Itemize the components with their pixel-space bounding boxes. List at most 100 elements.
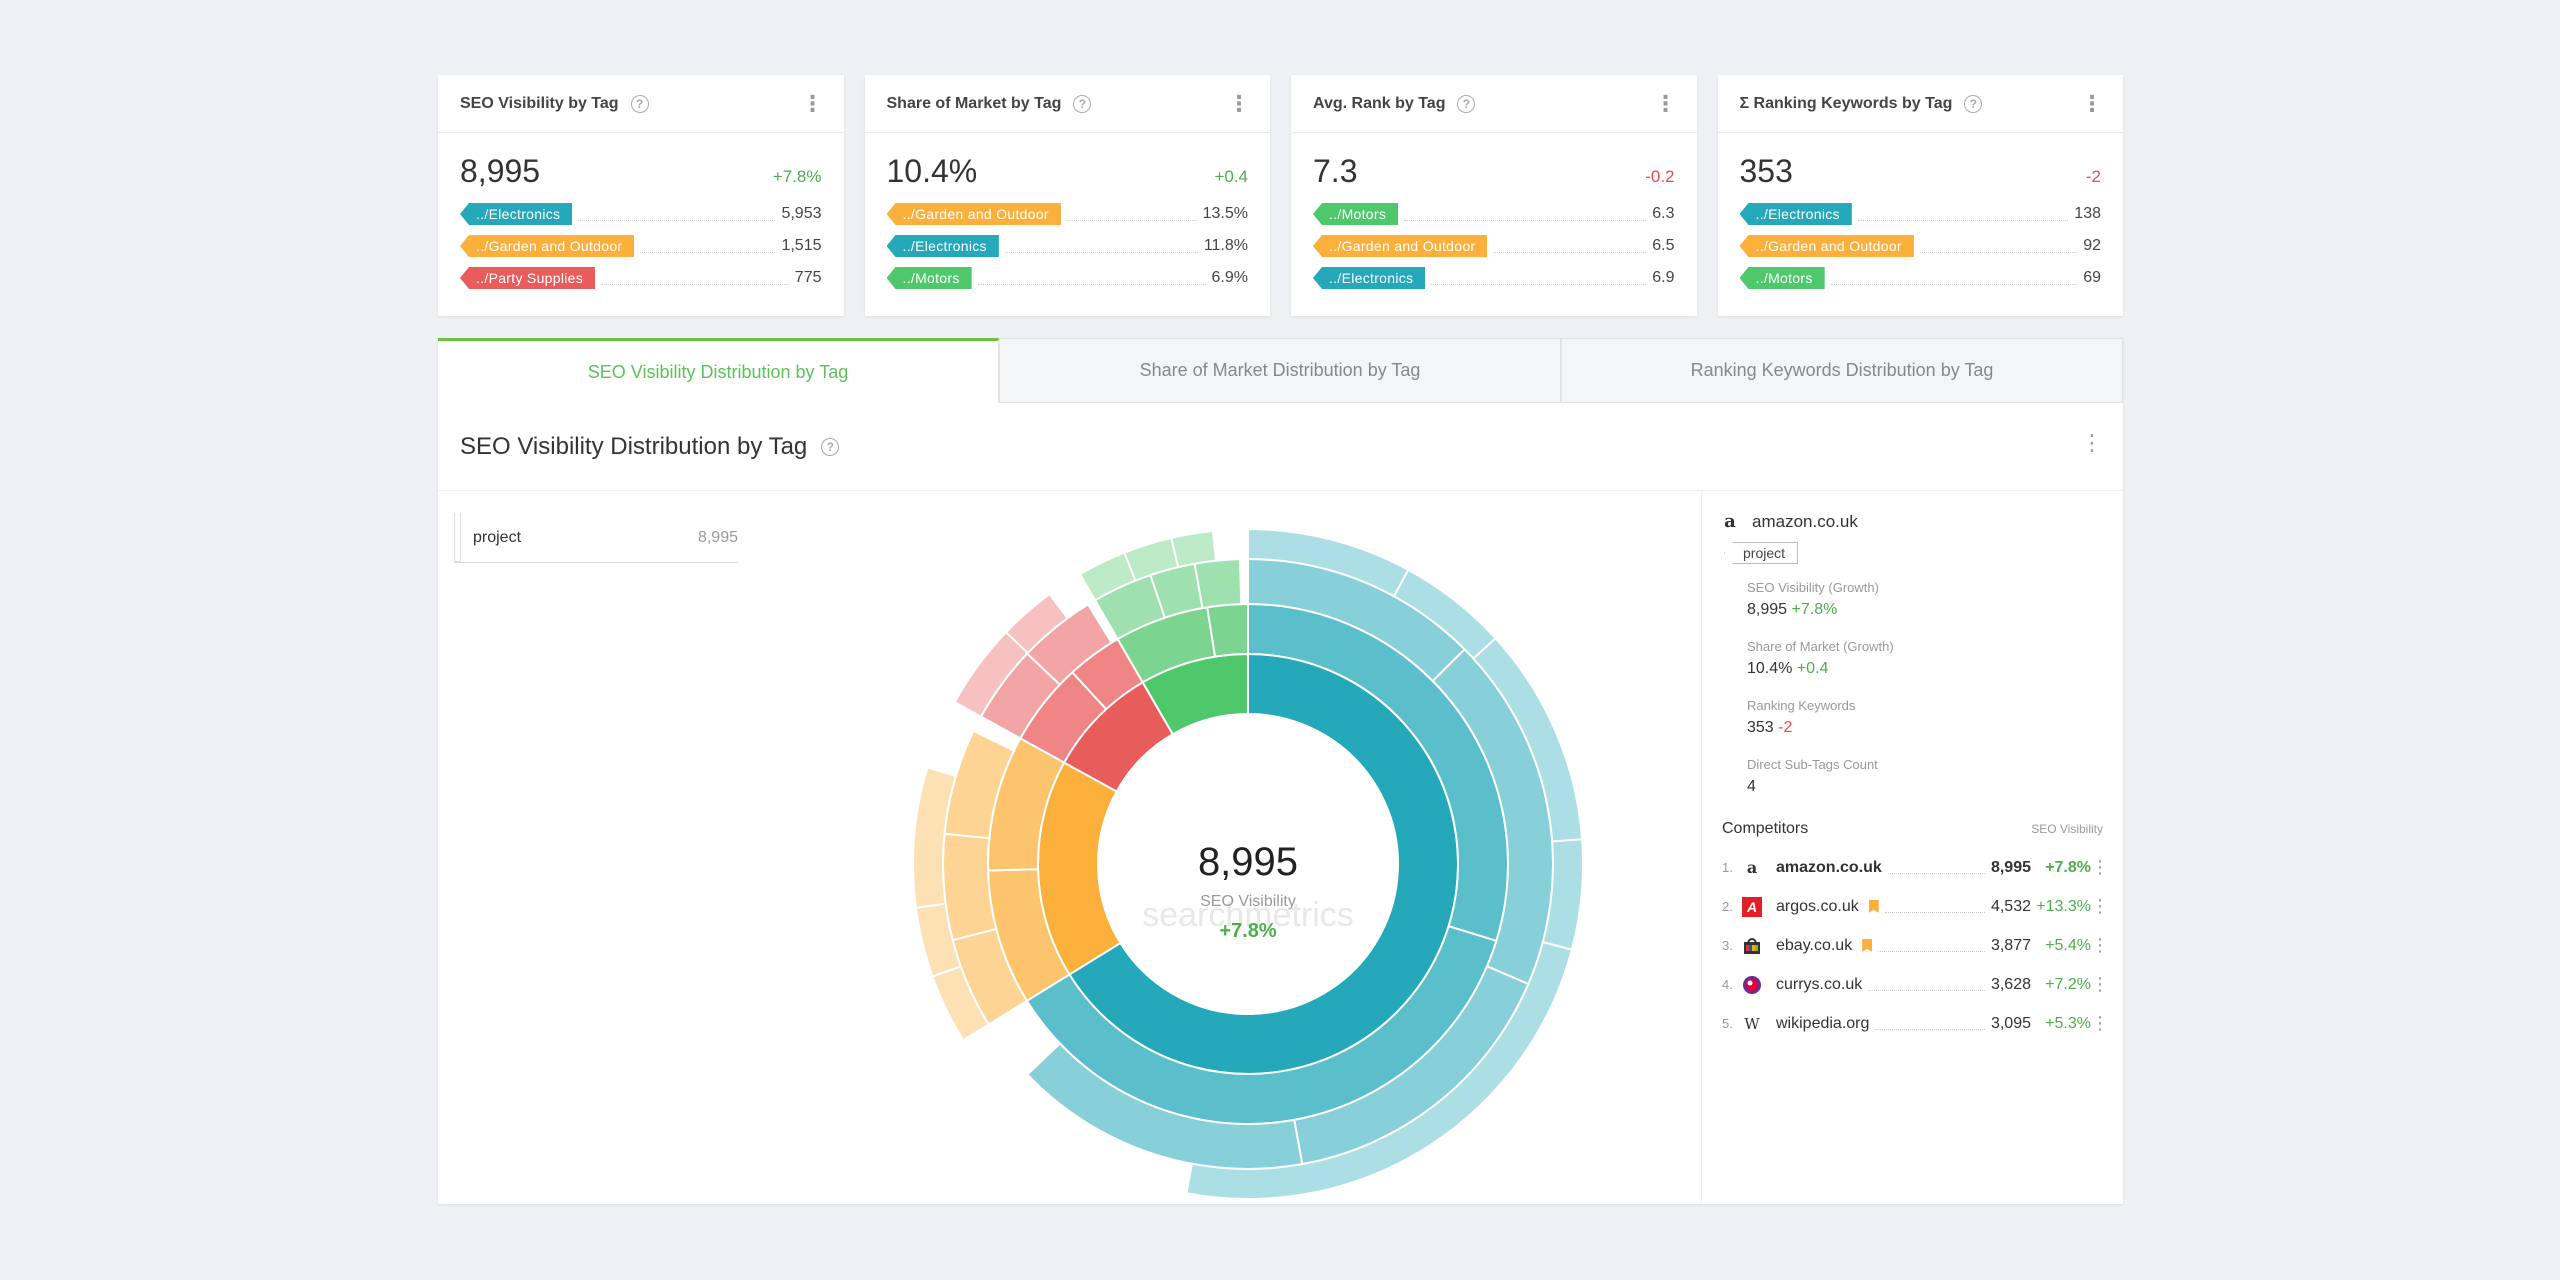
competitor-row[interactable]: 3. ebay.co.uk 3,877 +5.4% ⋮	[1722, 935, 2109, 956]
tag-label[interactable]: ../Electronics	[1739, 203, 1852, 225]
kpi-line[interactable]: ../Garden and Outdoor 13.5%	[865, 198, 1271, 230]
currys-icon	[1742, 975, 1762, 995]
tag-label[interactable]: ../Garden and Outdoor	[1739, 235, 1914, 257]
kpi-line[interactable]: ../Garden and Outdoor 6.5	[1291, 230, 1697, 262]
kpi-line-value: 5,953	[781, 205, 822, 222]
help-icon[interactable]: ?	[1073, 94, 1092, 113]
kpi-title: Share of Market by Tag	[886, 94, 1062, 112]
competitor-row[interactable]: 4. currys.co.uk 3,628 +7.2% ⋮	[1722, 974, 2109, 995]
bookmark-icon[interactable]	[1862, 939, 1873, 952]
more-options-icon[interactable]: ⋮	[1654, 90, 1677, 116]
selected-site: a amazon.co.uk	[1722, 511, 2103, 532]
center-value: 8,995	[1198, 840, 1298, 884]
kpi-header: Σ Ranking Keywords by Tag ? ⋮	[1717, 75, 2123, 133]
tag-label[interactable]: ../Motors	[886, 267, 972, 289]
competitors-title: Competitors	[1722, 820, 1809, 837]
panel-title-bar: SEO Visibility Distribution by Tag ?	[438, 403, 2123, 491]
kpi-line-value: 775	[794, 269, 822, 286]
breadcrumb[interactable]: project 8,995	[454, 513, 738, 563]
kpi-title: SEO Visibility by Tag	[460, 94, 619, 112]
tab-bar: SEO Visibility Distribution by Tag Share…	[438, 338, 2123, 403]
sunburst-chart[interactable]: searchmetrics 8,995 SEO Visibility +7.8%	[898, 521, 1598, 1201]
kpi-line[interactable]: ../Garden and Outdoor 1,515	[438, 230, 844, 262]
kpi-line-value: 92	[2083, 237, 2101, 254]
kpi-line-value: 1,515	[781, 237, 822, 254]
kpi-line[interactable]: ../Motors 69	[1718, 262, 2124, 294]
kpi-line[interactable]: ../Garden and Outdoor 92	[1718, 230, 2124, 262]
center-label: SEO Visibility	[1200, 893, 1296, 910]
kpi-line[interactable]: ../Electronics 6.9	[1291, 262, 1697, 294]
breadcrumb-label: project	[473, 528, 522, 546]
kpi-line-value: 69	[2083, 269, 2101, 286]
more-options-icon[interactable]: ⋮	[2091, 857, 2109, 877]
panel-title: SEO Visibility Distribution by Tag	[460, 432, 808, 460]
competitor-name[interactable]: wikipedia.org	[1776, 1014, 1870, 1032]
kpi-title: Σ Ranking Keywords by Tag	[1739, 94, 1953, 112]
sunburst-subsegment[interactable]	[1170, 529, 1218, 569]
breadcrumb-value: 8,995	[697, 528, 738, 546]
tag-label[interactable]: ../Party Supplies	[460, 267, 596, 289]
tag-label[interactable]: ../Garden and Outdoor	[460, 235, 635, 257]
kpi-delta: -0.2	[1645, 167, 1675, 186]
tab-share-of-market-distribution[interactable]: Share of Market Distribution by Tag	[999, 338, 1561, 403]
tag-label[interactable]: ../Electronics	[886, 235, 999, 257]
kpi-line[interactable]: ../Electronics 11.8%	[865, 230, 1271, 262]
kpi-line[interactable]: ../Electronics 5,953	[438, 198, 844, 230]
tab-seo-visibility-distribution[interactable]: SEO Visibility Distribution by Tag	[438, 338, 999, 403]
help-icon[interactable]: ?	[1457, 94, 1476, 113]
project-tag[interactable]: project	[1724, 542, 1799, 564]
more-options-icon[interactable]: ⋮	[2091, 935, 2109, 955]
kpi-line[interactable]: ../Motors 6.3	[1291, 198, 1697, 230]
sunburst-subsegment[interactable]	[1185, 940, 1574, 1200]
tab-ranking-keywords-distribution[interactable]: Ranking Keywords Distribution by Tag	[1561, 338, 2123, 403]
more-options-icon[interactable]: ⋮	[2091, 1013, 2109, 1033]
competitor-name[interactable]: argos.co.uk	[1776, 897, 1859, 915]
sunburst-subsegment[interactable]	[912, 766, 958, 909]
more-options-icon[interactable]: ⋮	[801, 90, 824, 116]
kpi-card-seo-visibility: SEO Visibility by Tag ? ⋮ 8,995 +7.8% ..…	[438, 75, 844, 316]
competitor-name[interactable]: currys.co.uk	[1776, 975, 1863, 993]
kpi-card-share-of-market: Share of Market by Tag ? ⋮ 10.4% +0.4 ..…	[864, 75, 1271, 316]
help-icon[interactable]: ?	[821, 437, 840, 456]
more-options-icon[interactable]: ⋮	[1228, 90, 1250, 116]
more-options-icon[interactable]: ⋮	[2091, 896, 2109, 916]
competitors-subtitle: SEO Visibility	[2031, 822, 2103, 836]
tag-label[interactable]: ../Motors	[1313, 203, 1399, 225]
kpi-line[interactable]: ../Party Supplies 775	[438, 262, 844, 294]
sunburst-subsegment[interactable]	[1193, 558, 1243, 610]
competitor-row[interactable]: 2. A argos.co.uk 4,532 +13.3% ⋮	[1722, 896, 2109, 917]
kpi-line[interactable]: ../Motors 6.9%	[865, 262, 1271, 294]
tag-label[interactable]: ../Motors	[1739, 267, 1825, 289]
kpi-line-value: 6.9	[1652, 269, 1675, 286]
bookmark-icon[interactable]	[1868, 900, 1879, 913]
kpi-line[interactable]: ../Electronics 138	[1718, 198, 2124, 230]
amazon-icon: a	[1746, 858, 1758, 877]
help-icon[interactable]: ?	[630, 94, 649, 113]
sunburst-subsegment[interactable]	[1206, 602, 1249, 658]
metric-ranking-keywords: Ranking Keywords 353 -2	[1747, 698, 1856, 736]
help-icon[interactable]: ?	[1964, 94, 1983, 113]
tag-label[interactable]: ../Garden and Outdoor	[886, 203, 1061, 225]
competitor-name[interactable]: amazon.co.uk	[1776, 858, 1882, 876]
kpi-delta: -2	[2085, 167, 2101, 186]
competitor-row[interactable]: 1. a amazon.co.uk 8,995 +7.8% ⋮	[1722, 857, 2109, 877]
kpi-delta: +0.4	[1214, 167, 1248, 186]
kpi-value: 7.3	[1313, 153, 1358, 189]
argos-icon: A	[1742, 896, 1762, 917]
tag-label[interactable]: ../Garden and Outdoor	[1313, 235, 1488, 257]
center-delta: +7.8%	[1219, 920, 1276, 942]
sunburst-subsegment[interactable]	[942, 832, 998, 942]
sunburst-subsegment[interactable]	[1004, 592, 1069, 655]
tag-label[interactable]: ../Electronics	[1313, 267, 1426, 289]
watermark-text: searchmetrics	[1142, 896, 1354, 934]
ebay-icon	[1742, 936, 1762, 956]
tag-label[interactable]: ../Electronics	[460, 203, 573, 225]
more-options-icon[interactable]: ⋮	[2081, 430, 2103, 455]
kpi-line-value: 138	[2074, 205, 2101, 222]
competitor-row[interactable]: 5. W wikipedia.org 3,095 +5.3% ⋮	[1722, 1013, 2109, 1033]
more-options-icon[interactable]: ⋮	[2081, 90, 2103, 116]
details-sidebar: a amazon.co.uk project SEO Visibility (G…	[1702, 491, 2123, 1203]
more-options-icon[interactable]: ⋮	[2091, 974, 2109, 994]
kpi-title: Avg. Rank by Tag	[1313, 94, 1446, 112]
competitor-name[interactable]: ebay.co.uk	[1776, 936, 1853, 954]
